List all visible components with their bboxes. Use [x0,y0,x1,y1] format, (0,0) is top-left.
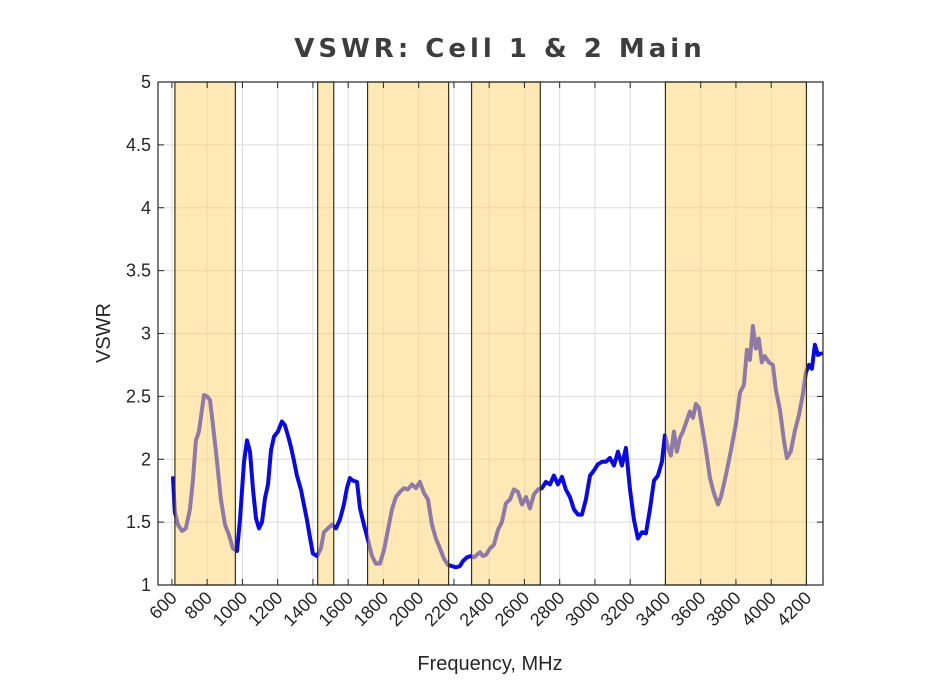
chart-title: VSWR: Cell 1 & 2 Main [294,34,705,64]
y-tick-label: 1.5 [126,512,151,532]
highlight-band [470,81,541,586]
highlight-band [174,81,236,586]
y-tick-label: 2 [141,449,151,469]
y-tick-label: 1 [141,575,151,595]
y-tick-label: 3.5 [126,261,151,281]
y-tick-label: 5 [141,72,151,92]
y-axis: 1 1.5 2 2.5 3 3.5 4 4.5 5 [126,72,823,595]
y-tick-label: 4 [141,198,151,218]
x-axis-label: Frequency, MHz [417,653,562,675]
y-axis-label: VSWR [93,303,115,363]
highlight-band [664,81,808,586]
highlight-band [366,81,450,586]
highlight-bands [174,81,808,586]
y-tick-label: 4.5 [126,135,151,155]
y-tick-label: 3 [141,324,151,344]
highlight-band [317,81,335,586]
y-tick-label: 2.5 [126,386,151,406]
